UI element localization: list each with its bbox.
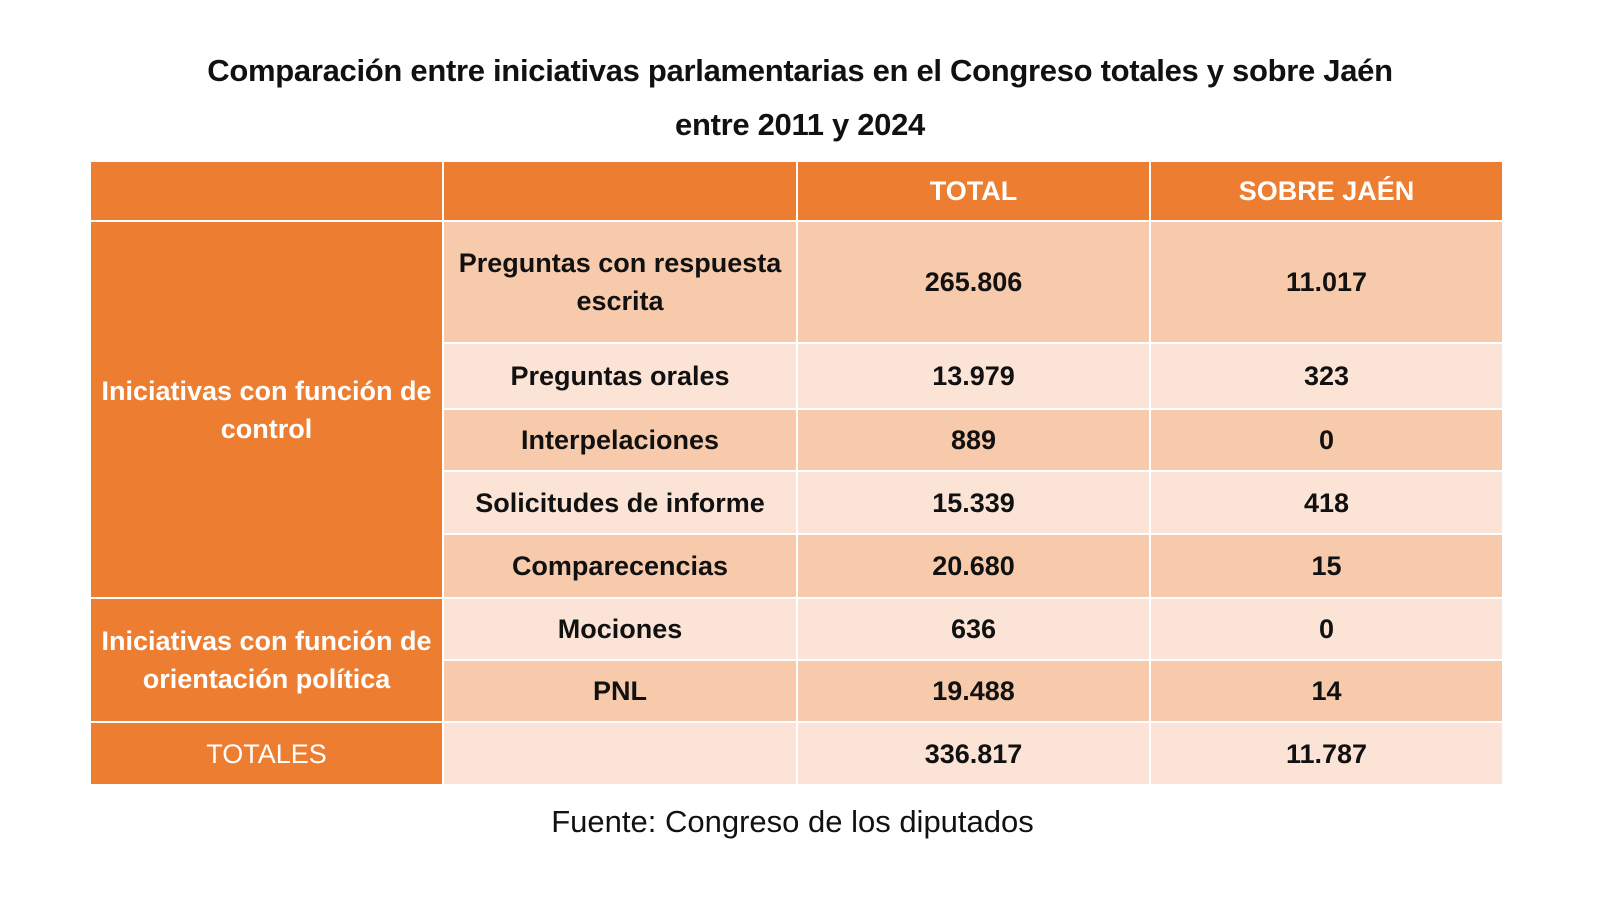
row-jaen: 14 xyxy=(1151,661,1502,721)
row-label: PNL xyxy=(444,661,796,721)
row-jaen: 15 xyxy=(1151,535,1502,597)
row-label: Preguntas con respuesta escrita xyxy=(444,222,796,342)
row-jaen: 0 xyxy=(1151,599,1502,659)
totals-label: TOTALES xyxy=(91,723,442,784)
row-total: 13.979 xyxy=(798,344,1149,408)
row-total: 15.339 xyxy=(798,472,1149,533)
totals-total: 336.817 xyxy=(798,723,1149,784)
group-label-orientation: Iniciativas con función de orientación p… xyxy=(91,599,442,721)
row-jaen: 323 xyxy=(1151,344,1502,408)
header-cell-total: TOTAL xyxy=(798,162,1149,220)
totals-jaen: 11.787 xyxy=(1151,723,1502,784)
row-total: 19.488 xyxy=(798,661,1149,721)
row-jaen: 418 xyxy=(1151,472,1502,533)
row-total: 20.680 xyxy=(798,535,1149,597)
row-total: 265.806 xyxy=(798,222,1149,342)
totals-sublabel xyxy=(444,723,796,784)
row-total: 636 xyxy=(798,599,1149,659)
row-label: Interpelaciones xyxy=(444,410,796,470)
source-note: Fuente: Congreso de los diputados xyxy=(551,804,1034,839)
header-cell-type xyxy=(444,162,796,220)
row-label: Solicitudes de informe xyxy=(444,472,796,533)
page-title: Comparación entre iniciativas parlamenta… xyxy=(60,44,1540,152)
header-cell-jaen: SOBRE JAÉN xyxy=(1151,162,1502,220)
initiatives-table: TOTAL SOBRE JAÉN Iniciativas con función… xyxy=(91,162,1502,784)
group-label-control: Iniciativas con función de control xyxy=(91,222,442,597)
row-label: Comparecencias xyxy=(444,535,796,597)
header-cell-group xyxy=(91,162,442,220)
title-line-1: Comparación entre iniciativas parlamenta… xyxy=(207,53,1393,88)
row-jaen: 0 xyxy=(1151,410,1502,470)
row-jaen: 11.017 xyxy=(1151,222,1502,342)
title-line-2: entre 2011 y 2024 xyxy=(675,107,925,142)
row-label: Preguntas orales xyxy=(444,344,796,408)
row-label: Mociones xyxy=(444,599,796,659)
row-total: 889 xyxy=(798,410,1149,470)
